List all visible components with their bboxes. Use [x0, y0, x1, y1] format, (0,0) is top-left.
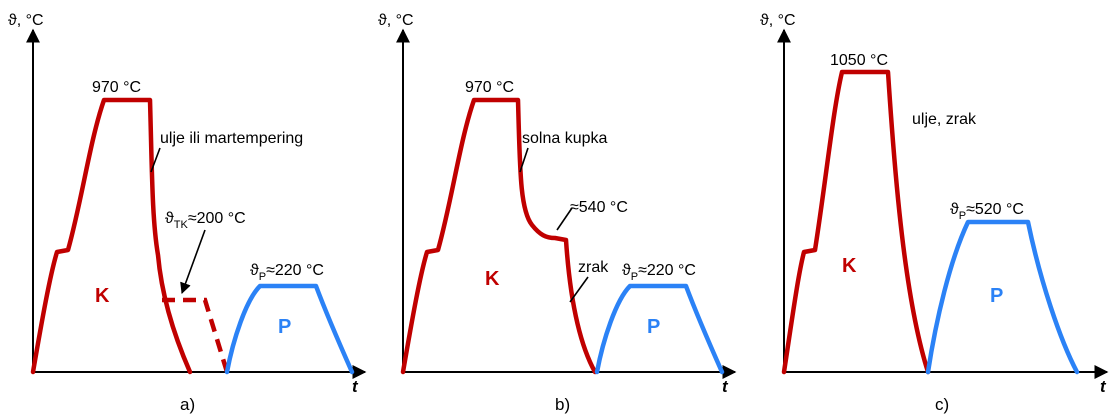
caption-c: c)	[935, 395, 949, 414]
quench-medium-c: ulje, zrak	[912, 111, 977, 128]
tempering-label-a: P	[278, 316, 291, 338]
temper-temp-c: ϑP≈520 °C	[950, 201, 1024, 222]
panel-a: ϑ, °C t 970 °C ulje ili martempering ϑTK…	[8, 12, 367, 414]
air-label-b: zrak	[578, 259, 609, 276]
caption-b: b)	[555, 395, 570, 414]
hardening-label-c: K	[842, 255, 857, 277]
martempering-dash-a	[162, 297, 230, 373]
pointer-medium-b	[519, 147, 529, 173]
tempering-curve-c	[925, 219, 1080, 375]
quench-medium-a: ulje ili martempering	[160, 130, 303, 147]
hardening-label-a: K	[95, 285, 110, 307]
tempering-curve-a	[224, 283, 355, 375]
panel-c: ϑ, °C t 1050 °C ulje, zrak ϑP≈520 °C K P…	[760, 12, 1109, 414]
quench-medium-b: solna kupka	[522, 130, 607, 147]
hardening-curve-a	[30, 97, 193, 375]
tk-temp-a: ϑTK≈200 °C	[165, 210, 246, 231]
y-axis-label-a: ϑ, °C	[8, 12, 44, 29]
caption-a: a)	[180, 395, 195, 414]
pointer-tk-a	[180, 229, 206, 295]
x-axis-label-c: t	[1100, 377, 1107, 396]
pointer-step-b	[556, 207, 573, 231]
x-axis-label-b: t	[722, 377, 729, 396]
panel-b: ϑ, °C t 970 °C solna kupka ≈540 °C zrak …	[378, 12, 737, 414]
x-axis-label-a: t	[352, 377, 359, 396]
tempering-label-b: P	[647, 316, 660, 338]
hardening-curve-c	[781, 69, 931, 375]
y-axis-label-c: ϑ, °C	[760, 12, 796, 29]
tempering-curve-b	[594, 283, 725, 375]
tempering-label-c: P	[990, 285, 1003, 307]
peak-temp-c: 1050 °C	[830, 52, 888, 69]
temper-temp-b: ϑP≈220 °C	[622, 262, 696, 283]
hardening-label-b: K	[485, 268, 500, 290]
step-temp-b: ≈540 °C	[570, 199, 628, 216]
peak-temp-a: 970 °C	[92, 79, 141, 96]
peak-temp-b: 970 °C	[465, 79, 514, 96]
hardening-curve-b	[400, 97, 598, 375]
temper-temp-a: ϑP≈220 °C	[250, 262, 324, 283]
pointer-medium-a	[150, 147, 161, 173]
y-axis-label-b: ϑ, °C	[378, 12, 414, 29]
pointer-air-b	[569, 276, 589, 303]
